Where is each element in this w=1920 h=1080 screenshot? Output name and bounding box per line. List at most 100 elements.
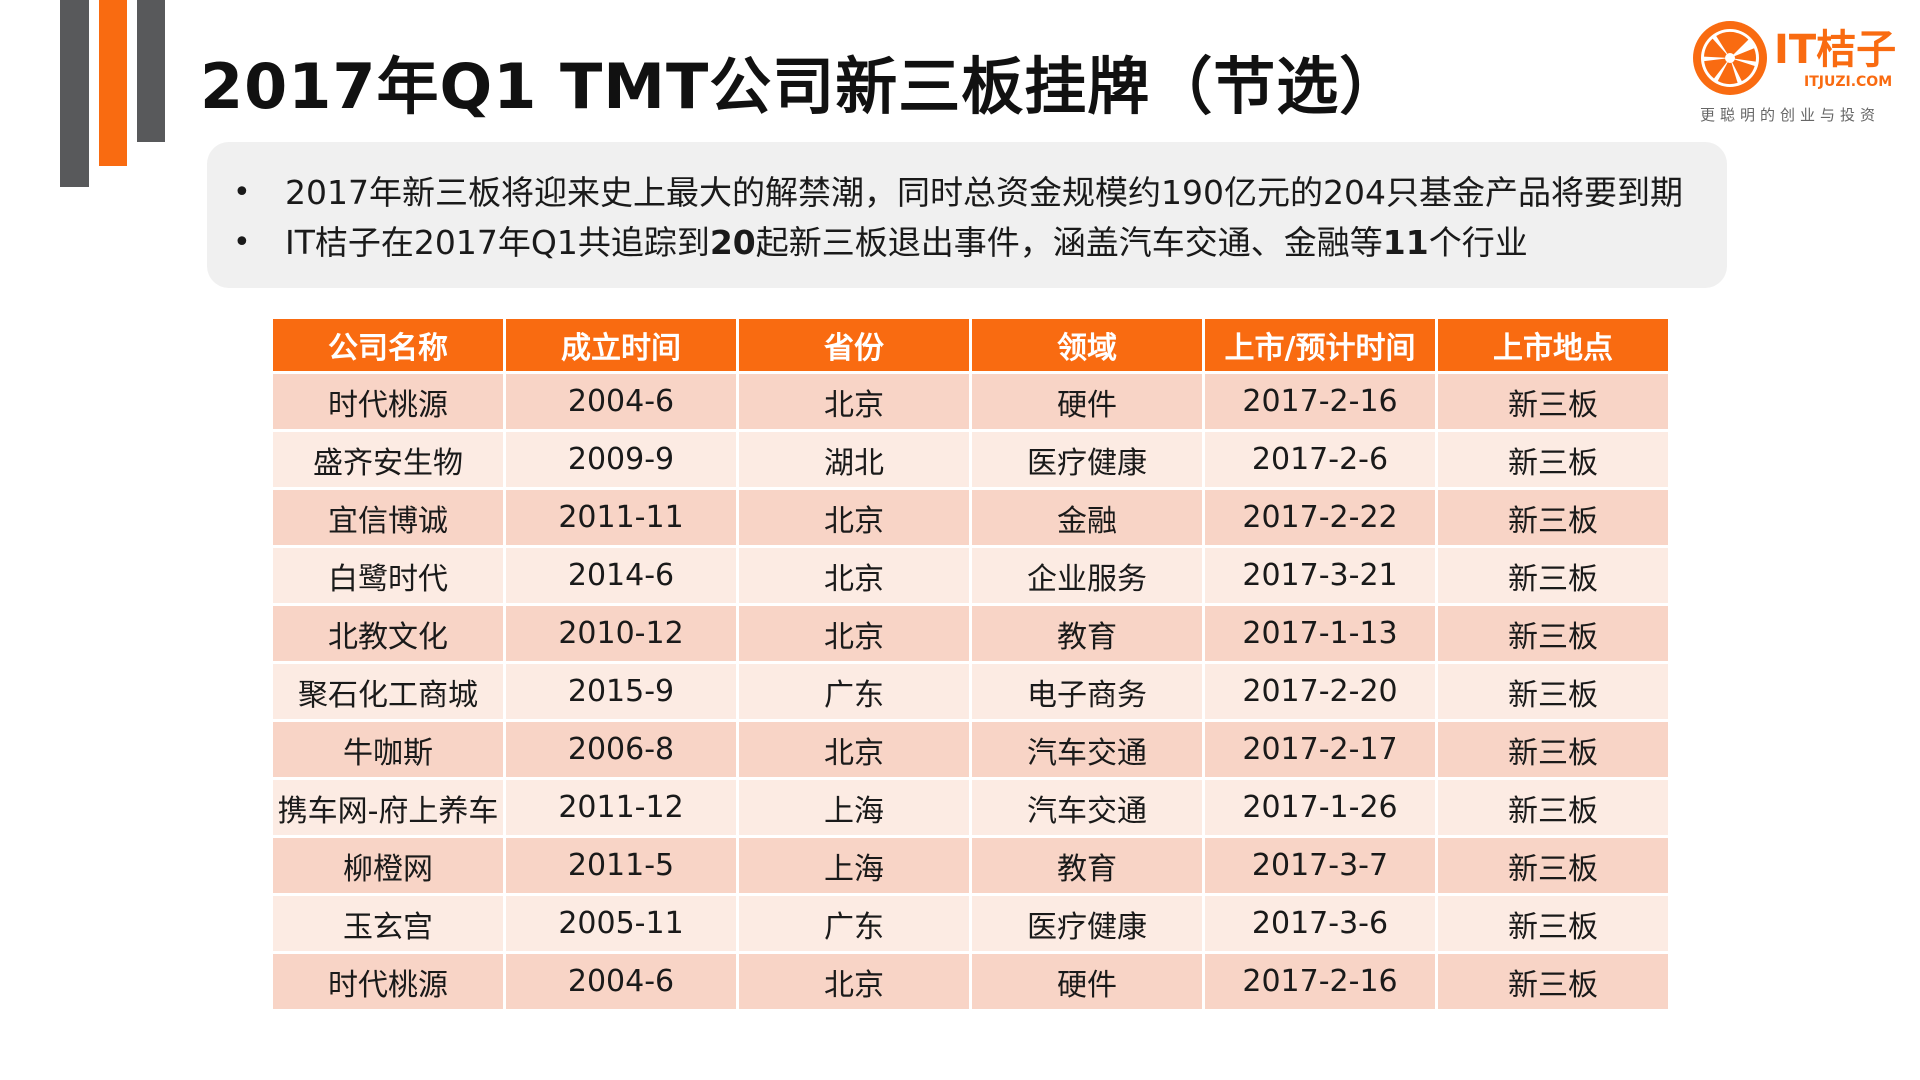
header-sector: 领域: [972, 319, 1202, 371]
cell-company-name: 携车网-府上养车: [273, 780, 503, 835]
header-founded-date: 成立时间: [506, 319, 736, 371]
summary-bullet-1-text: 2017年新三板将迎来史上最大的解禁潮，同时总资金规模约190亿元的204只基金…: [285, 173, 1683, 212]
cell-listing-venue: 新三板: [1438, 954, 1668, 1009]
cell-sector: 医疗健康: [972, 896, 1202, 951]
cell-sector: 汽车交通: [972, 722, 1202, 777]
table-row: 聚石化工商城 2015-9 广东 电子商务 2017-2-20 新三板: [273, 664, 1668, 719]
header-province: 省份: [739, 319, 969, 371]
cell-province: 广东: [739, 664, 969, 719]
table-row: 时代桃源 2004-6 北京 硬件 2017-2-16 新三板: [273, 954, 1668, 1009]
logo-domain-text: ITJUZI.COM: [1804, 74, 1893, 90]
listing-table: 公司名称 成立时间 省份 领域 上市/预计时间 上市地点 时代桃源 2004-6 北…: [270, 316, 1671, 1012]
cell-company-name: 宜信博诚: [273, 490, 503, 545]
logo-brand-text: IT桔子: [1774, 27, 1897, 73]
cell-company-name: 柳橙网: [273, 838, 503, 893]
cell-province: 北京: [739, 606, 969, 661]
decor-bar-gray-2: [137, 0, 165, 142]
cell-listing-venue: 新三板: [1438, 722, 1668, 777]
cell-listing-venue: 新三板: [1438, 548, 1668, 603]
cell-company-name: 盛齐安生物: [273, 432, 503, 487]
itjuzi-logo: IT桔子 ITJUZI.COM 更聪明的创业与投资: [1690, 18, 1900, 130]
cell-listing-date: 2017-2-22: [1205, 490, 1435, 545]
cell-company-name: 牛咖斯: [273, 722, 503, 777]
cell-listing-date: 2017-2-20: [1205, 664, 1435, 719]
page-title: 2017年Q1 TMT公司新三板挂牌（节选）: [200, 50, 1403, 123]
cell-founded-date: 2010-12: [506, 606, 736, 661]
cell-province: 北京: [739, 548, 969, 603]
cell-sector: 医疗健康: [972, 432, 1202, 487]
cell-company-name: 玉玄宫: [273, 896, 503, 951]
cell-listing-date: 2017-2-16: [1205, 954, 1435, 1009]
cell-founded-date: 2015-9: [506, 664, 736, 719]
cell-listing-venue: 新三板: [1438, 838, 1668, 893]
cell-founded-date: 2014-6: [506, 548, 736, 603]
cell-listing-venue: 新三板: [1438, 664, 1668, 719]
cell-founded-date: 2011-5: [506, 838, 736, 893]
logo-slogan: 更聪明的创业与投资: [1700, 106, 1881, 124]
cell-sector: 金融: [972, 490, 1202, 545]
orange-slice-icon: [1693, 21, 1767, 95]
header-company-name: 公司名称: [273, 319, 503, 371]
cell-province: 上海: [739, 838, 969, 893]
cell-listing-venue: 新三板: [1438, 896, 1668, 951]
table-row: 携车网-府上养车 2011-12 上海 汽车交通 2017-1-26 新三板: [273, 780, 1668, 835]
decor-bar-orange: [99, 0, 127, 166]
cell-company-name: 时代桃源: [273, 374, 503, 429]
cell-listing-date: 2017-3-6: [1205, 896, 1435, 951]
table-row: 牛咖斯 2006-8 北京 汽车交通 2017-2-17 新三板: [273, 722, 1668, 777]
cell-province: 北京: [739, 374, 969, 429]
cell-province: 广东: [739, 896, 969, 951]
table-row: 白鹭时代 2014-6 北京 企业服务 2017-3-21 新三板: [273, 548, 1668, 603]
cell-sector: 硬件: [972, 374, 1202, 429]
cell-founded-date: 2005-11: [506, 896, 736, 951]
cell-listing-venue: 新三板: [1438, 780, 1668, 835]
exit-event-count: 20: [709, 223, 756, 262]
cell-province: 北京: [739, 490, 969, 545]
cell-listing-venue: 新三板: [1438, 490, 1668, 545]
cell-sector: 企业服务: [972, 548, 1202, 603]
cell-founded-date: 2011-11: [506, 490, 736, 545]
table-row: 北教文化 2010-12 北京 教育 2017-1-13 新三板: [273, 606, 1668, 661]
cell-listing-date: 2017-2-16: [1205, 374, 1435, 429]
cell-company-name: 白鹭时代: [273, 548, 503, 603]
cell-company-name: 时代桃源: [273, 954, 503, 1009]
cell-sector: 汽车交通: [972, 780, 1202, 835]
cell-listing-venue: 新三板: [1438, 432, 1668, 487]
table-row: 时代桃源 2004-6 北京 硬件 2017-2-16 新三板: [273, 374, 1668, 429]
header-listing-date: 上市/预计时间: [1205, 319, 1435, 371]
cell-province: 湖北: [739, 432, 969, 487]
cell-listing-date: 2017-3-7: [1205, 838, 1435, 893]
cell-founded-date: 2011-12: [506, 780, 736, 835]
table-row: 柳橙网 2011-5 上海 教育 2017-3-7 新三板: [273, 838, 1668, 893]
cell-listing-date: 2017-2-6: [1205, 432, 1435, 487]
decor-bar-gray-1: [60, 0, 89, 187]
bullet-dot-icon: •: [233, 225, 251, 260]
cell-founded-date: 2009-9: [506, 432, 736, 487]
summary-bullet-2-text: IT桔子在2017年Q1共追踪到20起新三板退出事件，涵盖汽车交通、金融等11个…: [285, 223, 1528, 262]
bullet-dot-icon: •: [233, 175, 251, 210]
cell-founded-date: 2004-6: [506, 374, 736, 429]
industry-count: 11: [1382, 223, 1429, 262]
cell-province: 上海: [739, 780, 969, 835]
cell-listing-date: 2017-3-21: [1205, 548, 1435, 603]
cell-company-name: 北教文化: [273, 606, 503, 661]
cell-founded-date: 2004-6: [506, 954, 736, 1009]
table-row: 盛齐安生物 2009-9 湖北 医疗健康 2017-2-6 新三板: [273, 432, 1668, 487]
summary-bullet-1: • 2017年新三板将迎来史上最大的解禁潮，同时总资金规模约190亿元的204只…: [233, 168, 1727, 218]
cell-sector: 硬件: [972, 954, 1202, 1009]
cell-province: 北京: [739, 722, 969, 777]
header-listing-venue: 上市地点: [1438, 319, 1668, 371]
table-row: 玉玄宫 2005-11 广东 医疗健康 2017-3-6 新三板: [273, 896, 1668, 951]
cell-sector: 电子商务: [972, 664, 1202, 719]
cell-province: 北京: [739, 954, 969, 1009]
table-header-row: 公司名称 成立时间 省份 领域 上市/预计时间 上市地点: [273, 319, 1668, 371]
summary-bullet-2: • IT桔子在2017年Q1共追踪到20起新三板退出事件，涵盖汽车交通、金融等1…: [233, 218, 1727, 268]
cell-listing-venue: 新三板: [1438, 374, 1668, 429]
cell-listing-venue: 新三板: [1438, 606, 1668, 661]
summary-box: • 2017年新三板将迎来史上最大的解禁潮，同时总资金规模约190亿元的204只…: [207, 142, 1727, 288]
cell-listing-date: 2017-1-13: [1205, 606, 1435, 661]
cell-listing-date: 2017-2-17: [1205, 722, 1435, 777]
cell-company-name: 聚石化工商城: [273, 664, 503, 719]
cell-founded-date: 2006-8: [506, 722, 736, 777]
cell-sector: 教育: [972, 838, 1202, 893]
